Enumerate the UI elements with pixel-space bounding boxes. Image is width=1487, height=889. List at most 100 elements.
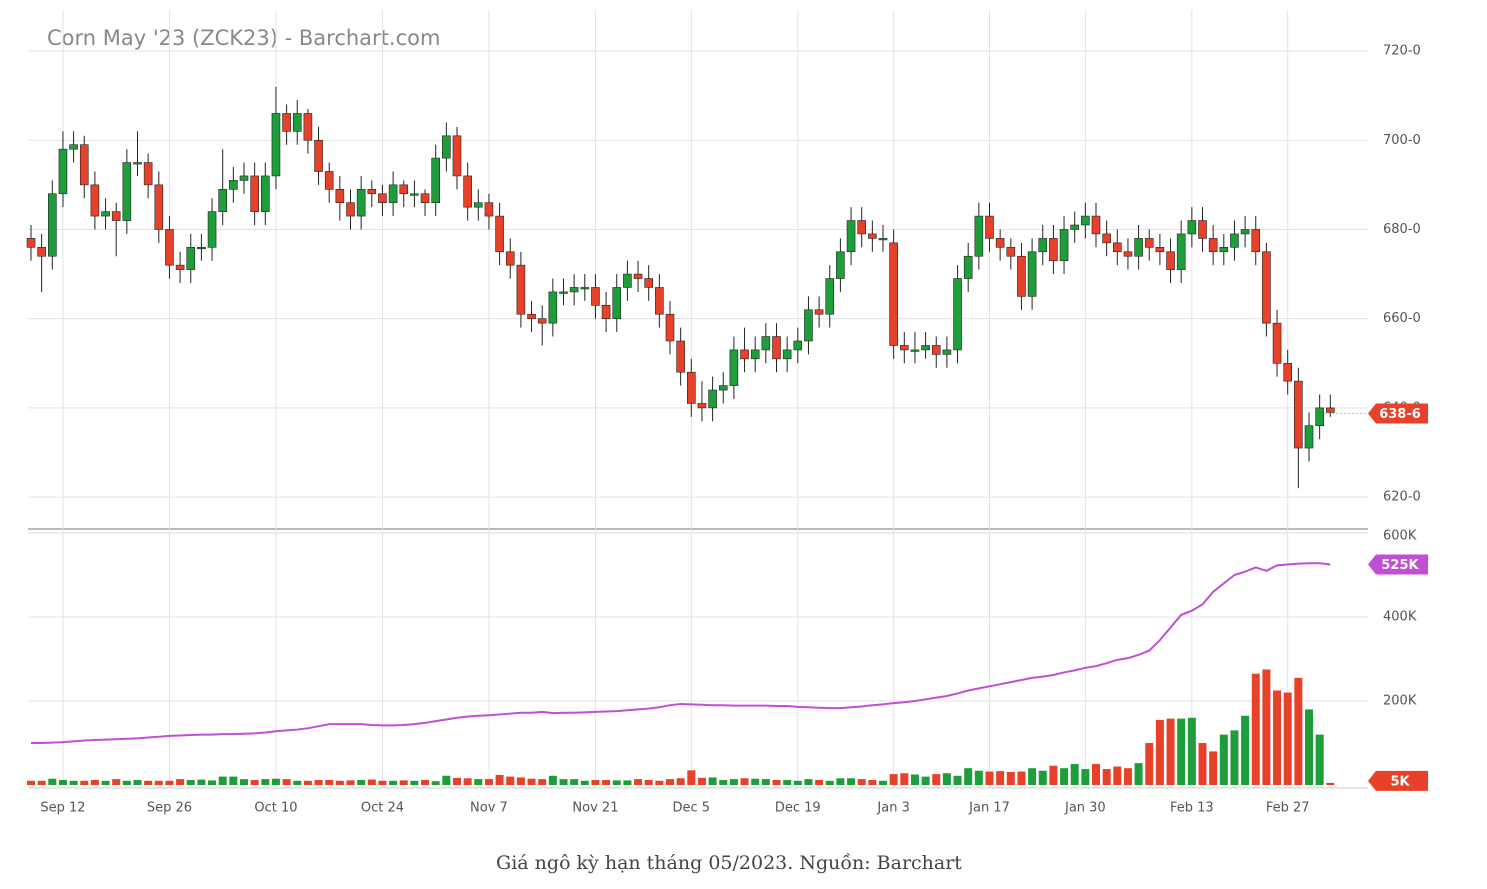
candle-body	[79, 144, 89, 186]
volume-bar	[335, 780, 344, 785]
candle-body	[718, 385, 728, 391]
candle-body	[995, 238, 1005, 248]
x-tick-label: Nov 7	[470, 801, 508, 816]
candle-body	[484, 202, 494, 217]
candle-body	[1187, 220, 1197, 235]
y-tick-label: 680-0	[1383, 222, 1421, 237]
volume-bar	[399, 780, 408, 785]
volume-bar	[1070, 764, 1079, 785]
candle-body	[229, 180, 238, 190]
volume-bar	[453, 777, 461, 785]
volume-bar	[1049, 765, 1058, 785]
badge-shape	[1368, 554, 1428, 575]
x-tick-label: Sep 12	[40, 801, 85, 816]
volume-bar	[708, 777, 717, 785]
volume-bar	[165, 780, 174, 785]
volume-bar	[240, 779, 248, 785]
volume-bar	[1294, 677, 1303, 785]
candle-body	[942, 349, 952, 355]
candle-body	[69, 144, 78, 150]
candle-body	[37, 247, 46, 257]
volume-bar	[1177, 718, 1186, 785]
y-tick-label: 200K	[1383, 694, 1417, 709]
volume-bar	[250, 779, 259, 785]
candle-body	[1038, 238, 1048, 253]
candle-body	[708, 389, 717, 409]
candle-body	[921, 345, 930, 351]
volume-bar	[261, 779, 270, 785]
candle-body	[314, 139, 323, 172]
candle-body	[1049, 238, 1058, 261]
candle-body	[335, 189, 345, 204]
volume-bar	[122, 780, 131, 785]
candle-body	[527, 313, 536, 319]
candle-body	[931, 345, 941, 355]
candle-body	[516, 264, 526, 315]
value-badge: 525K	[1368, 554, 1428, 575]
volume-bar	[804, 779, 813, 785]
candle-body	[878, 238, 888, 241]
volume-bar	[495, 774, 504, 785]
volume-bar	[602, 779, 611, 785]
candle-body	[197, 247, 206, 250]
badge-label: 638-6	[1379, 407, 1421, 422]
volume-bar	[783, 779, 792, 785]
candle-body	[1315, 407, 1324, 427]
volume-bar	[740, 778, 749, 785]
volume-bar	[378, 780, 387, 785]
chart-title: Corn May '23 (ZCK23) - Barchart.com	[47, 26, 440, 50]
volume-bar	[1230, 730, 1239, 785]
candle-body	[133, 162, 142, 165]
x-tick-label: Jan 3	[876, 801, 909, 816]
candle-body	[122, 162, 132, 221]
candle-body	[889, 242, 898, 346]
volume-bar	[719, 779, 728, 785]
volume-bar	[932, 774, 941, 785]
y-tick-label: 700-0	[1383, 133, 1421, 148]
volume-bar	[921, 776, 930, 785]
volume-bar	[1060, 768, 1069, 785]
candle-body	[1113, 242, 1122, 253]
candle-body	[1208, 238, 1218, 253]
volume-bar	[314, 779, 323, 785]
candle-body	[591, 287, 600, 306]
candle-body	[495, 215, 504, 253]
candle-body	[750, 349, 760, 360]
candle-body	[793, 340, 803, 351]
candle-body	[569, 287, 579, 293]
volume-bar	[154, 780, 163, 785]
candle-body	[442, 135, 451, 159]
volume-bar	[1155, 719, 1164, 785]
badge-label: 5K	[1390, 774, 1410, 789]
volume-bar	[112, 779, 121, 785]
volume-bar	[1198, 743, 1207, 785]
volume-bar	[847, 778, 856, 785]
volume-bar	[697, 777, 706, 785]
candle-body	[378, 193, 387, 204]
candle-body	[1294, 380, 1303, 449]
candle-body	[292, 113, 302, 132]
candle-body	[676, 340, 685, 373]
volume-bar	[1081, 769, 1090, 785]
candle-body	[410, 193, 419, 196]
candle-body	[686, 371, 696, 404]
volume-bar	[1187, 717, 1196, 785]
x-tick-label: Dec 5	[673, 801, 711, 816]
x-tick-label: Oct 24	[361, 801, 404, 816]
candle-body	[1272, 322, 1282, 364]
candle-body	[580, 287, 590, 290]
candle-body	[1304, 425, 1314, 449]
volume-bar	[176, 779, 185, 785]
candle-body	[772, 336, 781, 360]
candle-body	[90, 184, 100, 217]
volume-bar	[484, 779, 493, 785]
candle-body	[729, 349, 739, 386]
volume-bar	[303, 780, 312, 785]
candle-body	[250, 175, 259, 212]
volume-bar	[1241, 715, 1250, 785]
volume-bar	[442, 775, 451, 785]
candle-body	[857, 220, 867, 235]
volume-bar	[879, 780, 887, 785]
candle-body	[612, 287, 622, 319]
volume-bar	[1283, 692, 1292, 785]
